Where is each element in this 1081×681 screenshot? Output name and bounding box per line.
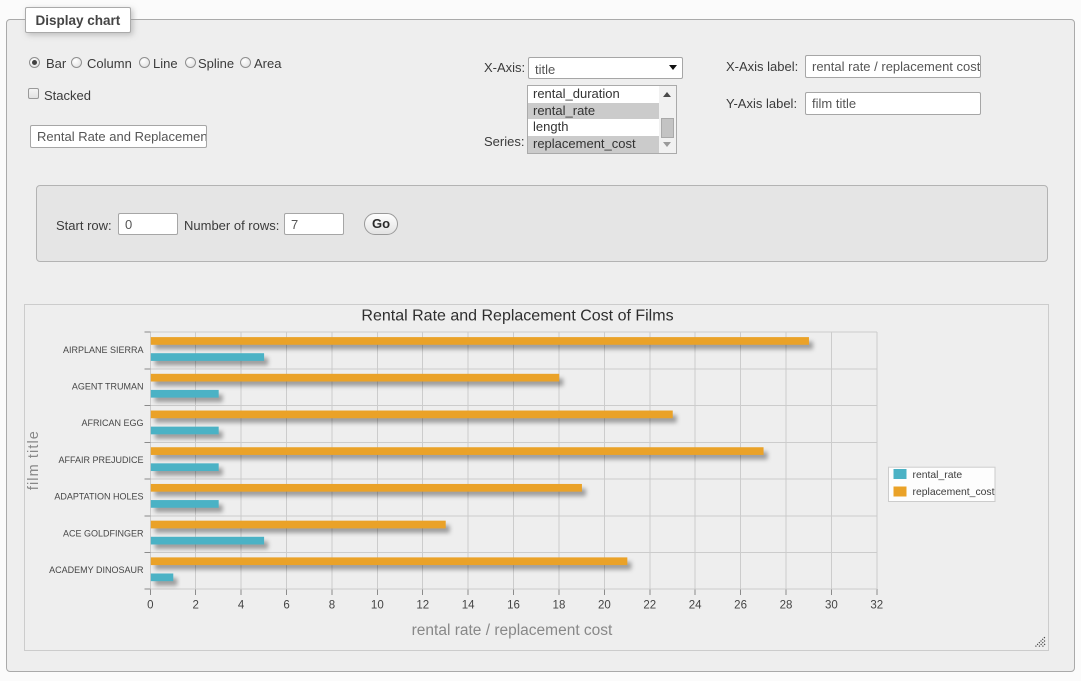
svg-text:10: 10 — [371, 600, 384, 612]
svg-text:14: 14 — [462, 600, 475, 612]
svg-text:2: 2 — [193, 600, 199, 612]
svg-text:22: 22 — [643, 600, 656, 612]
svg-text:ACE GOLDFINGER: ACE GOLDFINGER — [63, 528, 144, 538]
svg-text:film title: film title — [26, 430, 42, 490]
svg-text:20: 20 — [598, 600, 611, 612]
svg-text:AIRPLANE SIERRA: AIRPLANE SIERRA — [63, 345, 144, 355]
svg-text:ADAPTATION HOLES: ADAPTATION HOLES — [54, 492, 143, 502]
svg-text:6: 6 — [283, 600, 289, 612]
svg-text:0: 0 — [147, 600, 153, 612]
svg-text:30: 30 — [825, 600, 838, 612]
svg-text:AFRICAN EGG: AFRICAN EGG — [81, 418, 143, 428]
svg-text:18: 18 — [553, 600, 566, 612]
svg-text:Rental Rate and Replacement Co: Rental Rate and Replacement Cost of Film… — [361, 308, 673, 325]
svg-text:ACADEMY DINOSAUR: ACADEMY DINOSAUR — [49, 565, 144, 575]
svg-text:26: 26 — [734, 600, 747, 612]
svg-text:28: 28 — [780, 600, 793, 612]
svg-text:4: 4 — [238, 600, 245, 612]
svg-text:AGENT TRUMAN: AGENT TRUMAN — [72, 382, 144, 392]
svg-text:12: 12 — [416, 600, 429, 612]
svg-text:replacement_cost: replacement_cost — [913, 487, 995, 498]
svg-text:24: 24 — [689, 600, 702, 612]
svg-text:16: 16 — [507, 600, 520, 612]
svg-text:AFFAIR PREJUDICE: AFFAIR PREJUDICE — [58, 455, 143, 465]
svg-text:rental_rate: rental_rate — [913, 470, 963, 481]
svg-text:8: 8 — [329, 600, 335, 612]
svg-text:32: 32 — [870, 600, 883, 612]
svg-text:rental rate / replacement cost: rental rate / replacement cost — [412, 622, 613, 639]
